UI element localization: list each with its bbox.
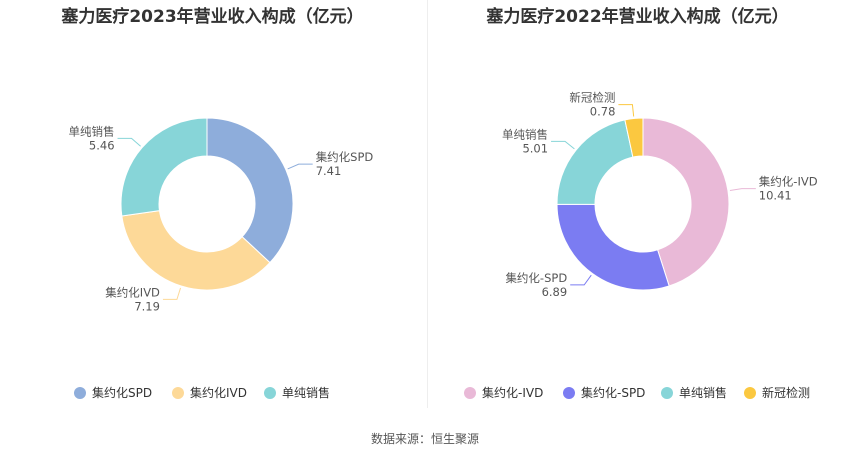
slice-right-3[interactable] [624,117,644,158]
slice-left-0[interactable] [206,117,294,264]
chart-title-2023: 塞力医疗2023年营业收入构成（亿元） [61,7,364,27]
data-source: 数据来源：恒生聚源 [370,432,479,446]
slice-value-label: 10.41 [759,189,792,203]
slice-value-label: 7.41 [316,164,342,178]
slice-value-label: 6.89 [542,285,568,299]
slice-name-label: 单纯销售 [502,127,548,141]
slice-value-label: 5.46 [89,138,115,152]
slice-value-label: 0.78 [590,105,616,119]
slice-name-label: 集约化SPD [316,150,374,164]
legend-marker[interactable] [563,387,575,399]
slice-value-label: 5.01 [522,141,548,155]
leader-line-right-0 [729,188,756,191]
leader-line-left-2 [117,137,141,147]
slice-name-label: 集约化-IVD [759,175,818,189]
chart-title-2022: 塞力医疗2022年营业收入构成（亿元） [486,7,789,27]
legend-marker[interactable] [661,387,673,399]
legend-marker[interactable] [172,387,184,399]
slice-value-label: 7.19 [134,299,160,313]
slice-right-2[interactable] [556,119,634,205]
legend-marker[interactable] [464,387,476,399]
legend-label[interactable]: 集约化IVD [190,385,247,400]
slice-name-label: 新冠检测 [569,91,615,105]
slice-left-2[interactable] [120,117,208,217]
legend-label[interactable]: 单纯销售 [282,385,330,400]
slice-left-1[interactable] [121,210,271,291]
legend-label[interactable]: 单纯销售 [679,385,727,400]
legend-label[interactable]: 集约化-SPD [581,385,645,400]
slice-right-1[interactable] [556,203,670,291]
slice-name-label: 集约化IVD [105,285,160,299]
leader-line-right-1 [570,274,592,286]
leader-line-left-1 [162,287,182,300]
legend-label[interactable]: 集约化SPD [92,385,152,400]
leader-line-right-2 [551,140,575,150]
legend-marker[interactable] [74,387,86,399]
slice-name-label: 集约化-SPD [505,271,567,285]
panel-divider [427,0,428,408]
slice-name-label: 单纯销售 [69,124,115,138]
legend-marker[interactable] [744,387,756,399]
legend-marker[interactable] [264,387,276,399]
slice-right-0[interactable] [642,117,730,287]
legend-label[interactable]: 集约化-IVD [482,385,543,400]
leader-line-right-3 [618,104,635,117]
legend-label[interactable]: 新冠检测 [762,385,810,400]
leader-line-left-0 [287,163,313,170]
